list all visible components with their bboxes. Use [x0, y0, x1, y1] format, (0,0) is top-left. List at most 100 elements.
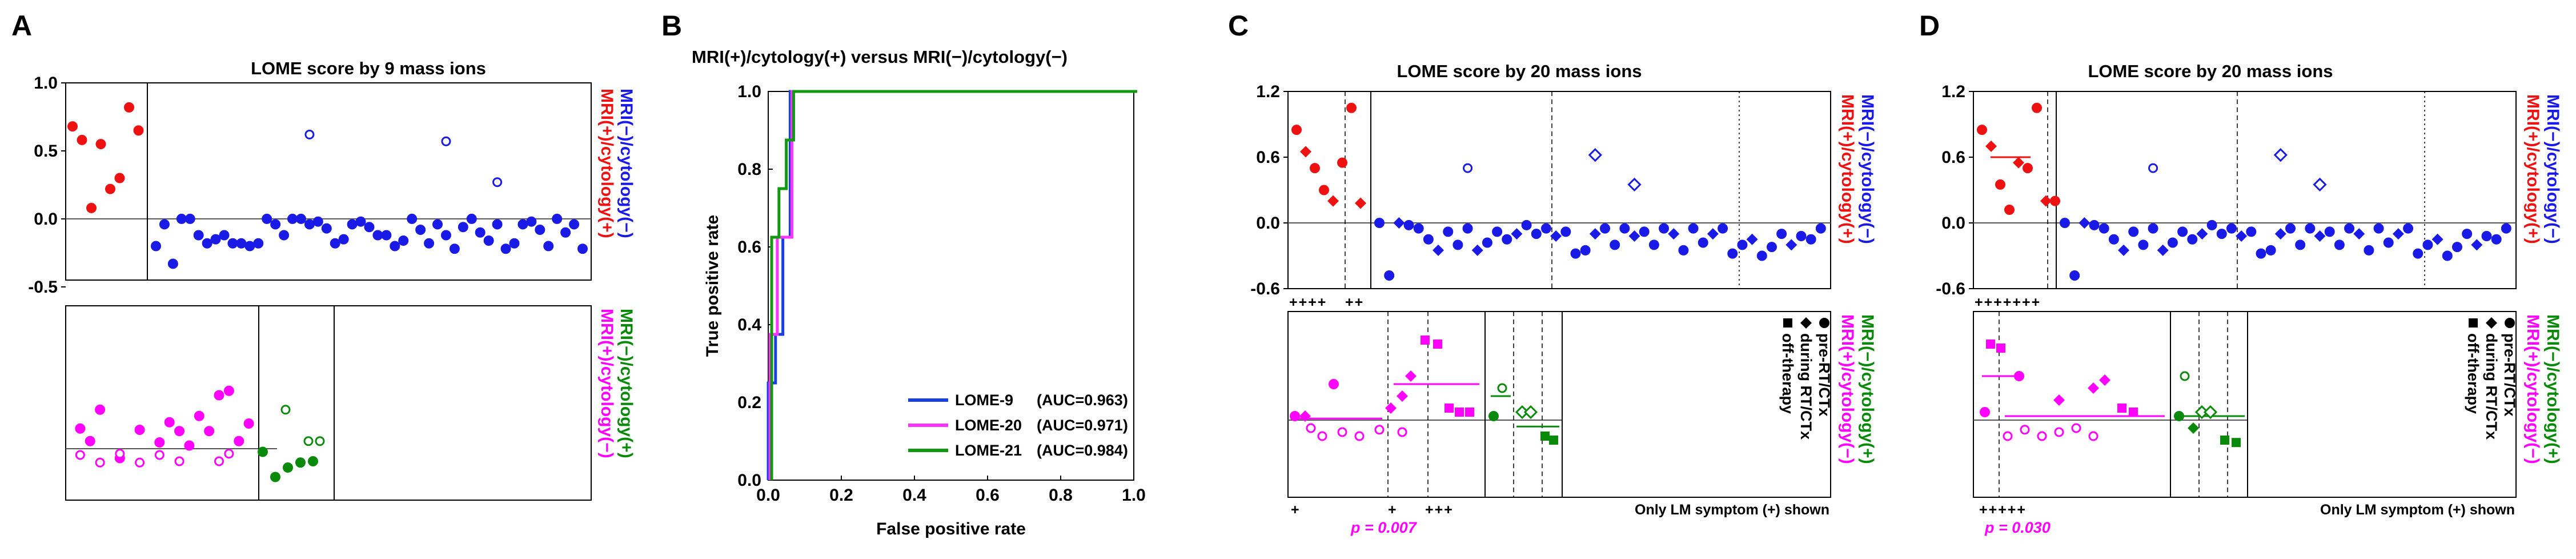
- c-upper-frame: [1287, 91, 1831, 289]
- a-blue-point: [219, 230, 230, 241]
- d-magenta-open-point: [2037, 431, 2047, 441]
- c-blue-point: [1433, 244, 1445, 256]
- c-blue-outlier-point: [1463, 163, 1473, 173]
- b-xtick-label: 0.0: [756, 486, 780, 505]
- d-blue-point: [2206, 219, 2217, 230]
- a-blue-point: [167, 258, 178, 269]
- a-upper-ytick-label: 0.5: [34, 142, 58, 161]
- d-ytick-label: 0.0: [1941, 214, 1965, 233]
- a-blue-point: [253, 238, 264, 249]
- c-lower-frame: [1287, 311, 1831, 498]
- a-magenta-filled-point: [243, 418, 254, 429]
- c-blue-point: [1639, 226, 1650, 237]
- d-blue-point: [2295, 239, 2306, 250]
- a-blue-point: [236, 238, 247, 249]
- c-lower-plus-label: +: [1291, 502, 1301, 518]
- d-blue-outlier-point: [2273, 148, 2288, 162]
- d-blue-point: [2305, 223, 2316, 234]
- panel-a-title: LOME score by 9 mass ions: [251, 58, 486, 78]
- d-ytick-label: -0.6: [1936, 280, 1965, 298]
- a-blue-point: [475, 227, 485, 238]
- d-blue-point: [2098, 223, 2109, 234]
- panel-d: LOME score by 20 mass ions 1.2 0.6 0.0 -0.6…: [1936, 61, 2562, 536]
- panel-c-upper-plot: 1.20.60.0-0.6++++ ++MRI(−)/cytology(−)MRI…: [1250, 82, 1877, 310]
- b-legend-auc: (AUC=0.984): [1037, 442, 1128, 459]
- d-blue-point: [2422, 239, 2433, 250]
- panel-a: LOME score by 9 mass ions 1.0 0.5 0.0 -0.5 M…: [28, 58, 636, 501]
- d-green-filled-point: [2174, 411, 2184, 421]
- c-green-open-point: [1523, 405, 1538, 420]
- a-red-point: [105, 183, 115, 194]
- d-blue-point: [2256, 248, 2266, 259]
- c-green-filled-point: [1540, 432, 1550, 441]
- c-magenta-open-point: [1317, 431, 1327, 441]
- c-ytick-label: 0.6: [1256, 148, 1280, 167]
- a-magenta-open-point: [75, 450, 85, 460]
- a-magenta-open-point: [95, 457, 105, 468]
- c-lower-plus-label: +: [1388, 502, 1398, 518]
- c-ytick-label: 0.0: [1256, 214, 1280, 233]
- a-blue-point: [347, 219, 358, 230]
- c-side-label-red: MRI(+)/cytology(+): [1838, 94, 1857, 244]
- d-blue-point: [2501, 223, 2511, 234]
- c-blue-point: [1452, 239, 1463, 250]
- d-blue-point: [2167, 237, 2178, 248]
- b-xlabel: False positive rate: [876, 520, 1026, 538]
- b-legend-name: LOME-20: [955, 417, 1022, 434]
- d-blue-outlier-point: [2313, 177, 2327, 192]
- c-blue-point: [1462, 223, 1473, 234]
- c-magenta-filled-point: [1397, 390, 1408, 402]
- b-xtick-label: 0.4: [902, 486, 926, 505]
- a-magenta-open-point: [214, 456, 224, 466]
- a-blue-point: [390, 241, 400, 251]
- b-ytick-label: 0.0: [737, 471, 761, 490]
- a-blue-point: [552, 213, 563, 224]
- c-blue-point: [1648, 239, 1659, 250]
- a-blue-point: [193, 230, 204, 241]
- d-magenta-open-point: [2071, 423, 2081, 433]
- a-green-filled-point: [283, 462, 293, 473]
- a-side-label-blue: MRI(−)/cytology(−): [617, 89, 636, 238]
- panel-d-lower-plot: +++++p = 0.030 Only LM symptom (+) shown o…: [1973, 311, 2562, 536]
- d-blue-point: [2187, 234, 2198, 245]
- d-blue-point: [2246, 226, 2257, 237]
- c-blue-point: [1727, 248, 1738, 259]
- a-blue-point: [364, 222, 375, 233]
- c-blue-point: [1796, 231, 1807, 241]
- c-blue-point: [1502, 234, 1512, 245]
- a-blue-point: [304, 219, 315, 230]
- d-blue-point: [2334, 239, 2345, 250]
- d-red-point: [1977, 125, 1987, 135]
- a-blue-point: [458, 222, 468, 233]
- a-magenta-filled-point: [214, 390, 224, 401]
- a-magenta-filled-point: [75, 423, 86, 434]
- d-magenta-filled-point: [2053, 394, 2065, 406]
- c-magenta-filled-point: [1445, 404, 1454, 413]
- a-blue-point: [151, 241, 161, 251]
- c-red-point: [1310, 163, 1320, 174]
- c-blue-point: [1766, 242, 1777, 253]
- a-blue-point: [210, 234, 221, 245]
- c-blue-outlier-point: [1588, 148, 1602, 162]
- b-ytick-label: 0.8: [737, 160, 761, 179]
- a-magenta-filled-point: [85, 436, 95, 446]
- c-blue-point: [1374, 218, 1385, 228]
- c-blue-point: [1698, 237, 1708, 248]
- a-blue-point: [543, 241, 554, 251]
- d-red-point: [2040, 195, 2052, 207]
- a-blue-point: [517, 219, 528, 230]
- c-lower-note: Only LM symptom (+) shown: [1635, 502, 1829, 518]
- c-green-open-point: [1497, 383, 1507, 393]
- a-green-filled-point: [308, 456, 318, 466]
- d-blue-point: [2274, 228, 2286, 240]
- c-blue-point: [1815, 223, 1826, 234]
- c-blue-point: [1443, 226, 1454, 237]
- c-legend-label: off-therapy: [1779, 333, 1796, 414]
- a-blue-point: [262, 213, 272, 224]
- d-legend-label: during RT/CTx: [2483, 333, 2500, 440]
- a-magenta-open-point: [224, 449, 234, 459]
- d-blue-point: [2265, 245, 2276, 255]
- a-magenta-filled-point: [204, 426, 215, 437]
